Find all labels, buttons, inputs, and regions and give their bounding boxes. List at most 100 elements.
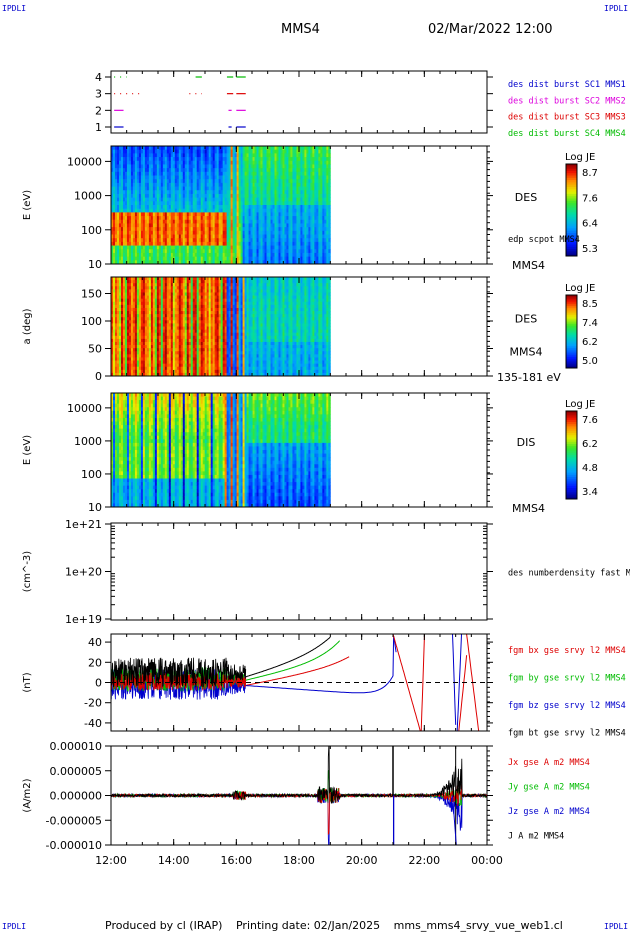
des-energy-cell <box>138 190 142 195</box>
des-energy-cell <box>286 175 289 180</box>
des-energy-cell <box>230 260 234 265</box>
des-energy-cell <box>256 149 259 154</box>
des-energy-cell <box>290 249 293 254</box>
des-energy-cell <box>218 164 222 169</box>
des-energy-cell <box>278 223 281 228</box>
des-energy-cell <box>148 186 152 191</box>
des-energy-cell <box>328 216 331 221</box>
des-energy-cell <box>294 146 297 151</box>
des-energy-cell <box>272 190 275 195</box>
des-energy-cell <box>204 227 208 232</box>
des-energy-cell <box>262 175 265 180</box>
des-energy-cell <box>198 153 202 158</box>
des-energy-cell <box>298 157 301 162</box>
des-energy-cell <box>194 182 198 187</box>
des-energy-cell <box>128 252 132 258</box>
des-energy-cell <box>228 149 232 154</box>
des-energy-cell <box>232 190 236 195</box>
des-energy-cell <box>130 238 134 243</box>
des-energy-cell <box>228 234 232 239</box>
des-energy-cell <box>272 168 275 173</box>
des-energy-cell <box>324 241 327 246</box>
des-energy-cell <box>144 234 148 239</box>
des-energy-cell <box>186 160 190 165</box>
des-energy-cell <box>304 249 307 254</box>
des-energy-cell <box>156 168 160 173</box>
des-energy-cell <box>134 186 138 191</box>
des-energy-cell <box>270 193 273 199</box>
des-energy-cell <box>188 164 192 169</box>
des-energy-cell <box>130 252 134 258</box>
des-energy-cell <box>130 149 134 154</box>
des-energy-cell <box>212 249 216 254</box>
des-energy-cell <box>194 197 198 202</box>
des-energy-cell <box>302 190 305 195</box>
des-energy-cell <box>156 164 160 169</box>
des-energy-cell <box>146 197 150 202</box>
des-energy-cell <box>184 186 188 191</box>
des-energy-cell <box>138 175 142 180</box>
des-energy-cell <box>308 249 311 254</box>
des-energy-cell <box>260 260 263 265</box>
des-energy-cell <box>270 205 273 210</box>
des-energy-cell <box>198 256 202 261</box>
des-energy-cell <box>292 190 295 195</box>
des-energy-cell <box>314 149 317 154</box>
des-pitch-cell <box>111 311 114 315</box>
des-energy-cell <box>306 146 309 151</box>
des-energy-cell <box>216 223 220 228</box>
des-energy-cell <box>254 205 257 210</box>
des-energy-cell <box>150 153 154 158</box>
des-energy-cell <box>194 219 198 224</box>
des-energy-cell <box>182 252 186 258</box>
des-energy-cell <box>111 227 114 232</box>
des-energy-cell <box>294 201 297 206</box>
des-energy-cell <box>220 205 224 210</box>
des-energy-cell <box>214 241 218 246</box>
des-energy-cell <box>218 234 222 239</box>
des-energy-cell <box>322 149 325 154</box>
des-energy-cell <box>294 205 297 210</box>
des-energy-cell <box>174 168 178 173</box>
des-energy-cell <box>304 252 307 258</box>
des-energy-cell <box>198 164 202 169</box>
des-energy-cell <box>326 227 329 232</box>
des-energy-cell <box>196 149 200 154</box>
des-energy-cell <box>254 197 257 202</box>
des-energy-cell <box>178 227 182 232</box>
des-energy-cell <box>154 160 158 165</box>
des-energy-cell <box>286 230 289 235</box>
des-energy-cell <box>182 260 186 265</box>
des-energy-cell <box>142 171 146 176</box>
des-energy-cell <box>152 193 156 199</box>
des-energy-cell <box>168 179 172 184</box>
des-energy-cell <box>280 205 283 210</box>
des-energy-cell <box>304 208 307 213</box>
des-energy-cell <box>168 223 172 228</box>
des-energy-cell <box>170 227 174 232</box>
des-energy-cell <box>158 256 162 261</box>
des-energy-cell <box>142 160 146 165</box>
des-energy-cell <box>180 175 184 180</box>
des-energy-cell <box>206 238 210 243</box>
des-energy-cell <box>138 241 142 246</box>
des-energy-cell <box>220 223 224 228</box>
des-energy-cell <box>228 175 232 180</box>
des-energy-cell <box>202 149 206 154</box>
des-energy-cell <box>326 149 329 154</box>
des-energy-cell <box>162 186 166 191</box>
des-energy-cell <box>196 157 200 162</box>
des-energy-cell <box>196 190 200 195</box>
des-energy-cell <box>118 216 122 221</box>
des-energy-cell <box>244 208 247 213</box>
des-energy-cell <box>206 249 210 254</box>
des-energy-cell <box>242 193 245 199</box>
des-energy-cell <box>194 208 198 213</box>
des-energy-cell <box>190 260 194 265</box>
des-energy-cell <box>120 260 124 265</box>
des-energy-cell <box>280 179 283 184</box>
des-energy-cell <box>130 171 134 176</box>
des-energy-cell <box>204 193 208 199</box>
des-energy-cell <box>238 219 241 224</box>
des-energy-cell <box>310 238 313 243</box>
